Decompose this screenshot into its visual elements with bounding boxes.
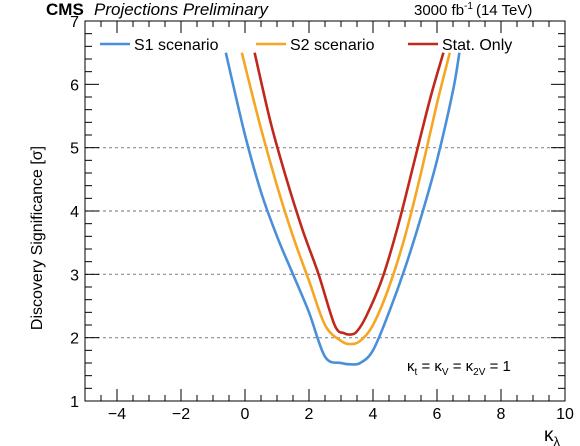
series-line-3 <box>253 52 445 336</box>
series-group <box>224 52 461 366</box>
x-tick-label: 4 <box>369 406 378 423</box>
x-tick-label: 2 <box>305 406 314 423</box>
annotation-eq2: = κ <box>449 358 474 375</box>
y-tick-label: 6 <box>70 77 79 94</box>
y-axis-title: Discovery Significance [σ] <box>29 146 46 330</box>
x-tick-label: −4 <box>108 406 126 423</box>
lumi-energy: (14 TeV) <box>476 2 532 19</box>
annotation-kt: κ <box>407 358 415 375</box>
x-tick-label: 6 <box>433 406 442 423</box>
x-tick-label: 10 <box>556 406 574 423</box>
lumi-value: 3000 fb <box>414 2 464 19</box>
y-tick-label: 2 <box>70 331 79 348</box>
lumi-exponent: -1 <box>464 1 473 12</box>
legend-label-3: Stat. Only <box>442 37 512 54</box>
reference-lines <box>85 147 565 339</box>
status-label: Projections Preliminary <box>94 0 269 19</box>
x-axis: −4 −2 0 2 4 6 8 10 <box>84 21 574 423</box>
x-tick-label: 0 <box>241 406 250 423</box>
y-tick-label: 7 <box>70 14 79 31</box>
legend-label-1: S1 scenario <box>134 37 219 54</box>
coupling-annotation: κt = κV = κ2V = 1 <box>407 358 511 378</box>
annotation-eq3: = 1 <box>485 358 510 375</box>
x-axis-title-main: κ <box>544 425 554 446</box>
x-tick-label: 8 <box>497 406 506 423</box>
y-tick-label: 5 <box>70 141 79 158</box>
x-tick-label: −2 <box>172 406 190 423</box>
lumi-label: 3000 fb-1 (14 TeV) <box>414 1 532 19</box>
legend: S1 scenario S2 scenario Stat. Only <box>100 37 512 54</box>
y-tick-label: 4 <box>70 204 79 221</box>
annotation-kt-sub: t <box>415 367 418 378</box>
x-axis-title-sub: λ <box>554 434 561 446</box>
y-axis: 1 2 3 4 5 6 7 <box>70 14 565 411</box>
series-line-1 <box>224 52 461 366</box>
legend-label-2: S2 scenario <box>290 37 375 54</box>
experiment-label: CMS <box>46 0 84 19</box>
x-axis-title: κλ <box>544 425 561 446</box>
series-line-2 <box>240 52 452 346</box>
annotation-kv-sub: V <box>442 367 449 378</box>
y-tick-label: 1 <box>70 394 79 411</box>
annotation-eq1: = κ <box>417 358 442 375</box>
y-tick-label: 3 <box>70 267 79 284</box>
annotation-k2v-sub: 2V <box>473 367 486 378</box>
